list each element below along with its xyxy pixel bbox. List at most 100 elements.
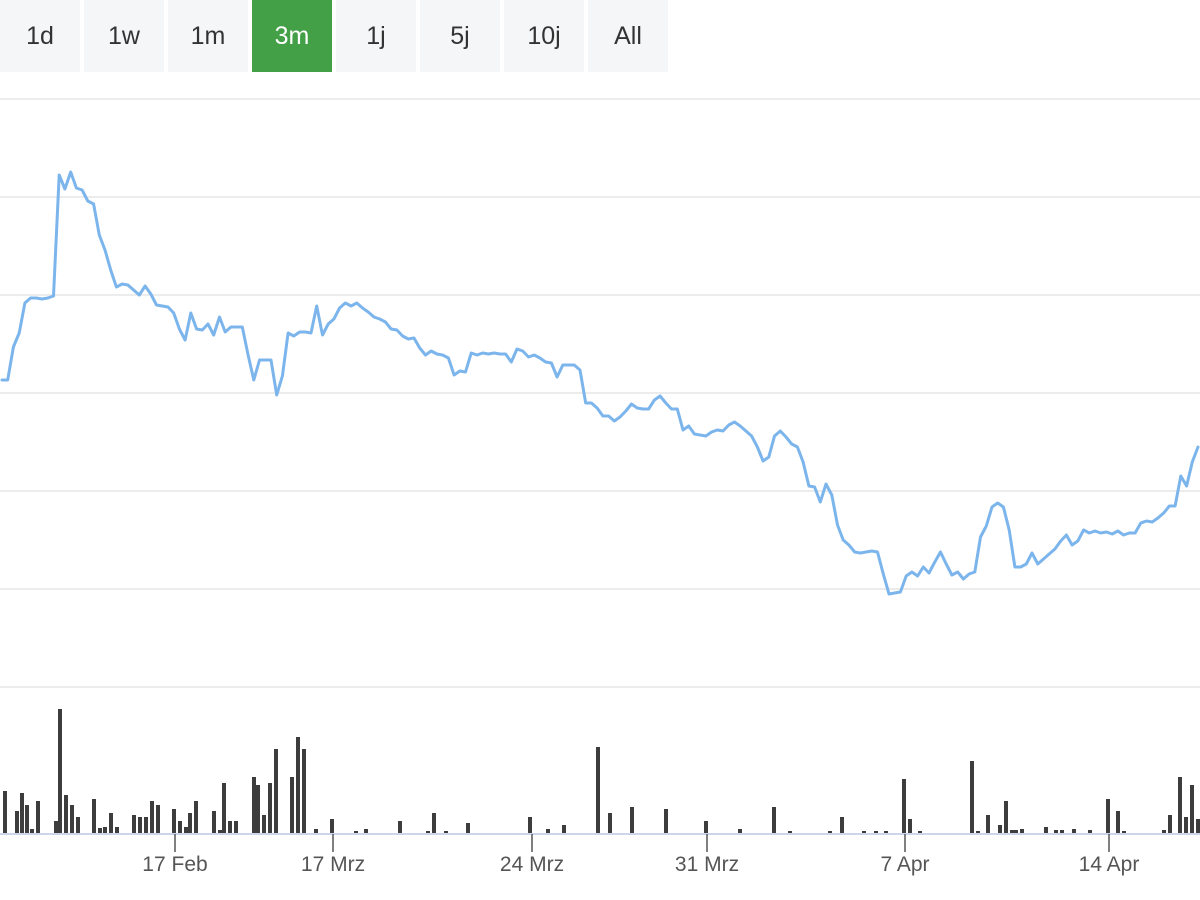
volume-bar [986,815,990,833]
volume-bar [20,793,24,833]
volume-bar [228,821,232,833]
volume-bar [354,831,358,833]
volume-bar [15,811,19,833]
volume-bar [630,807,634,833]
volume-bar [562,825,566,833]
volume-bar [115,827,119,833]
volume-bar [902,779,906,833]
volume-bar [212,811,216,833]
volume-bar [150,801,154,833]
volume-bar [290,777,294,833]
volume-bar [466,823,470,833]
volume-bar [398,821,402,833]
volume-bar [1184,817,1188,833]
volume-bar [3,791,7,833]
volume-bar [1044,827,1048,833]
volume-bar [218,830,222,833]
price-series-line [0,170,1200,596]
volume-bar [98,828,102,833]
volume-bar [874,831,878,833]
range-button-1d[interactable]: 1d [0,0,80,72]
volume-bar [1010,830,1014,833]
volume-bar [1196,819,1200,833]
volume-bar [908,819,912,833]
range-button-all[interactable]: All [588,0,668,72]
volume-bar [704,821,708,833]
volume-bar [58,709,62,833]
volume-bar [364,829,368,833]
volume-bar [426,831,430,833]
volume-bar [314,829,318,833]
x-tick-label: 17 Feb [142,853,207,876]
volume-bar [144,817,148,833]
volume-bar [1122,831,1126,833]
volume-bar [528,817,532,833]
volume-bar [1004,801,1008,833]
range-button-3m[interactable]: 3m [252,0,332,72]
volume-bar [184,827,188,833]
volume-bar [54,821,58,833]
volume-bar [234,821,238,833]
range-button-1m[interactable]: 1m [168,0,248,72]
volume-bar [178,821,182,833]
volume-bar [194,801,198,833]
volume-bar [840,817,844,833]
volume-bar [222,783,226,833]
volume-bar [138,817,142,833]
x-tick-label: 24 Mrz [500,853,564,876]
volume-bar [36,801,40,833]
volume-bar [302,749,306,833]
range-button-5j[interactable]: 5j [420,0,500,72]
volume-bar [432,813,436,833]
volume-bar [262,815,266,833]
volume-bar [1178,777,1182,833]
volume-bar [156,805,160,833]
volume-bar [976,831,980,833]
volume-bar [918,831,922,833]
volume-bar [970,761,974,833]
range-button-10j[interactable]: 10j [504,0,584,72]
range-button-1w[interactable]: 1w [84,0,164,72]
range-button-1j[interactable]: 1j [336,0,416,72]
x-tick-label: 31 Mrz [675,853,739,876]
x-tick-label: 7 Apr [880,853,929,876]
volume-bar [274,749,278,833]
volume-bar [884,831,888,833]
volume-bar [1088,830,1092,833]
volume-bar [608,813,612,833]
volume-bar [296,737,300,833]
volume-bar [330,819,334,833]
volume-bar [1072,829,1076,833]
volume-bar [172,809,176,833]
volume-bar [25,805,29,833]
volume-bar [1190,785,1194,833]
volume-bar [76,817,80,833]
volume-bar [1116,811,1120,833]
volume-bar [64,795,68,833]
volume-bar [1014,830,1018,833]
volume-bar [30,829,34,833]
volume-bar [188,813,192,833]
volume-bar [788,831,792,833]
volume-bar [109,813,113,833]
volume-bar [664,809,668,833]
range-selector: 1d 1w 1m 3m 1j 5j 10j All [0,0,672,72]
x-tick-label: 14 Apr [1079,853,1140,876]
volume-bar [1168,815,1172,833]
volume-bar [1162,830,1166,833]
volume-bar [828,831,832,833]
volume-bar [132,815,136,833]
volume-bar [738,829,742,833]
volume-bar [1106,799,1110,833]
volume-bar [1060,830,1064,833]
volume-bar [268,783,272,833]
volume-bar [92,799,96,833]
volume-bar [772,807,776,833]
volume-bar [998,825,1002,833]
volume-bar [1054,830,1058,833]
volume-bar [546,829,550,833]
volume-bar [252,777,256,833]
volume-bar [256,785,260,833]
volume-bar [70,805,74,833]
